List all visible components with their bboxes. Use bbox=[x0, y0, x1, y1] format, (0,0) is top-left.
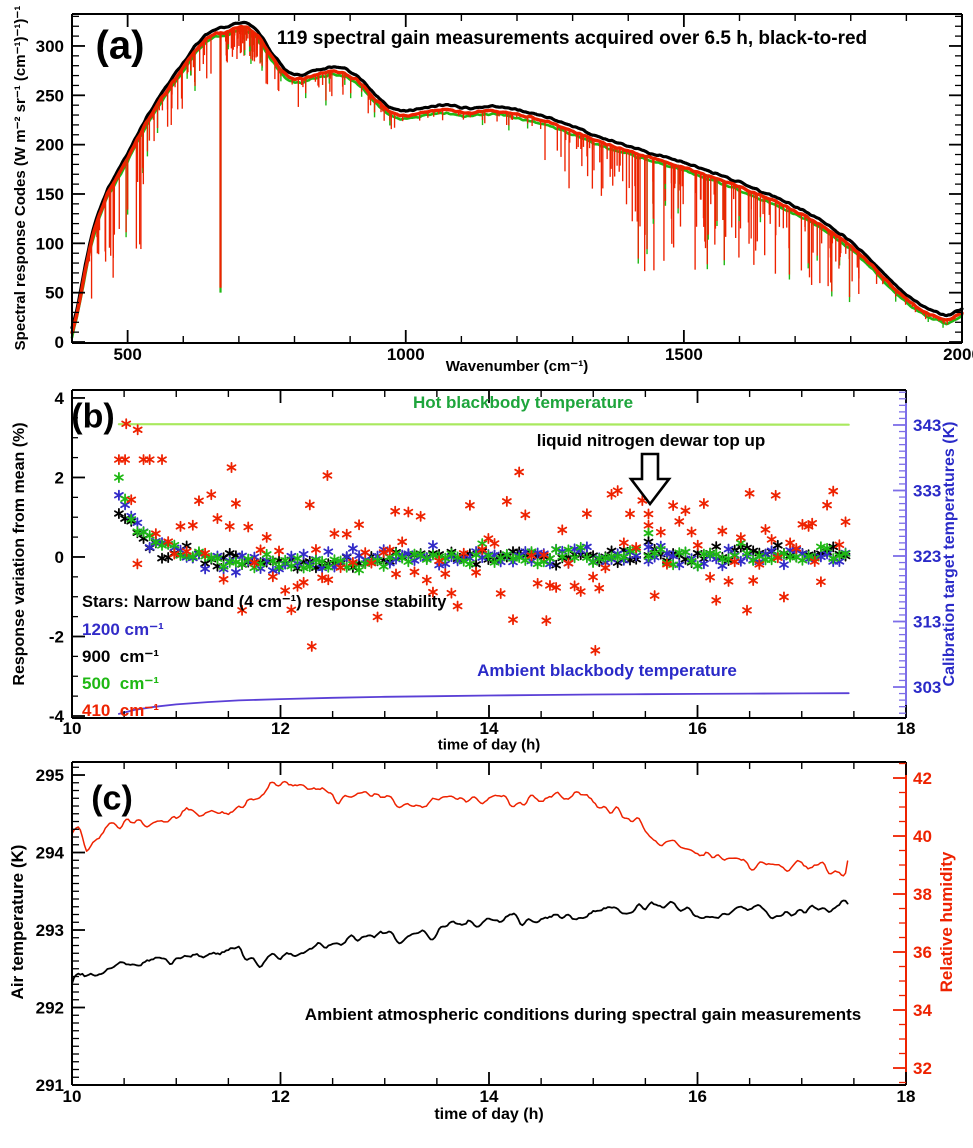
svg-text:294: 294 bbox=[36, 844, 65, 863]
ambient-blackbody-title: Ambient blackbody temperature bbox=[477, 661, 737, 680]
svg-text:4: 4 bbox=[55, 389, 65, 408]
dewar-annotation: liquid nitrogen dewar top up bbox=[536, 431, 766, 450]
panel-c-left-y-axis-label: Air temperature (K) bbox=[8, 844, 27, 1000]
svg-text:150: 150 bbox=[969, 185, 973, 204]
hot-blackbody-title: Hot blackbody temperature bbox=[412, 393, 634, 412]
svg-text:0: 0 bbox=[55, 333, 64, 352]
panel-c-label: (c) bbox=[91, 779, 133, 818]
svg-text:250: 250 bbox=[969, 86, 973, 105]
svg-text:313: 313 bbox=[913, 613, 941, 632]
svg-text:40: 40 bbox=[913, 827, 932, 846]
legend-entry-900: 900 cm⁻¹ bbox=[82, 647, 160, 666]
svg-text:1500: 1500 bbox=[665, 345, 703, 364]
legend-entry-410: 410 cm⁻¹ bbox=[82, 701, 160, 720]
svg-text:2: 2 bbox=[55, 468, 64, 487]
svg-text:292: 292 bbox=[36, 999, 64, 1018]
svg-text:295: 295 bbox=[36, 766, 64, 785]
svg-text:12: 12 bbox=[271, 1087, 290, 1106]
svg-text:38: 38 bbox=[913, 885, 932, 904]
svg-text:291: 291 bbox=[36, 1076, 64, 1095]
svg-text:50: 50 bbox=[969, 284, 973, 303]
svg-text:500: 500 bbox=[113, 345, 141, 364]
svg-text:36: 36 bbox=[913, 943, 932, 962]
svg-text:100: 100 bbox=[969, 234, 973, 253]
svg-text:16: 16 bbox=[688, 719, 707, 738]
svg-text:10: 10 bbox=[63, 1087, 82, 1106]
svg-text:200: 200 bbox=[969, 136, 973, 155]
svg-text:18: 18 bbox=[897, 1087, 916, 1106]
panel-b-label: (b) bbox=[71, 397, 115, 436]
svg-text:32: 32 bbox=[913, 1059, 932, 1078]
svg-text:0: 0 bbox=[55, 548, 64, 567]
panel-c-x-axis-label: time of day (h) bbox=[434, 1106, 544, 1123]
svg-text:323: 323 bbox=[913, 547, 941, 566]
svg-text:16: 16 bbox=[688, 1087, 707, 1106]
svg-text:300: 300 bbox=[969, 37, 973, 56]
panel-a-title: 119 spectral gain measurements acquired … bbox=[276, 28, 868, 49]
panel-b-right-y-axis-label: Calibration target temperatures (K) bbox=[941, 421, 958, 687]
svg-text:50: 50 bbox=[45, 284, 64, 303]
svg-text:14: 14 bbox=[480, 719, 499, 738]
legend-title: Stars: Narrow band (4 cm⁻¹) response sta… bbox=[82, 593, 447, 611]
svg-text:1000: 1000 bbox=[387, 345, 425, 364]
narrow-band-legend: Stars: Narrow band (4 cm⁻¹) response sta… bbox=[82, 589, 446, 724]
panel-a-label: (a) bbox=[95, 23, 145, 68]
svg-text:300: 300 bbox=[36, 37, 64, 56]
svg-text:-2: -2 bbox=[49, 627, 64, 646]
panel-a-y-axis-label: Spectral response Codes (W m⁻² sr⁻¹ (cm⁻… bbox=[12, 5, 29, 351]
legend-entry-500: 500 cm⁻¹ bbox=[82, 674, 160, 693]
svg-text:-4: -4 bbox=[49, 707, 65, 726]
svg-text:200: 200 bbox=[36, 136, 64, 155]
panel-a-x-axis-label: Wavenumber (cm⁻¹) bbox=[445, 358, 589, 375]
dewar-arrow-icon bbox=[628, 452, 672, 507]
svg-text:333: 333 bbox=[913, 481, 941, 500]
svg-text:250: 250 bbox=[36, 86, 64, 105]
svg-text:0: 0 bbox=[969, 333, 973, 352]
svg-text:293: 293 bbox=[36, 921, 64, 940]
panel-c-right-y-axis-label: Relative humidity bbox=[937, 851, 956, 993]
panel-c-annotation: Ambient atmospheric conditions during sp… bbox=[304, 1005, 862, 1024]
panel-b-x-axis-label: time of day (h) bbox=[437, 736, 541, 754]
svg-text:34: 34 bbox=[913, 1001, 932, 1020]
svg-text:150: 150 bbox=[36, 185, 64, 204]
legend-entry-1200: 1200 cm⁻¹ bbox=[82, 620, 164, 639]
svg-text:18: 18 bbox=[897, 719, 916, 738]
svg-text:343: 343 bbox=[913, 416, 941, 435]
svg-text:303: 303 bbox=[913, 678, 941, 697]
svg-text:100: 100 bbox=[36, 234, 64, 253]
svg-text:14: 14 bbox=[480, 1087, 499, 1106]
svg-text:12: 12 bbox=[271, 719, 290, 738]
svg-text:10: 10 bbox=[63, 719, 82, 738]
svg-text:42: 42 bbox=[913, 769, 932, 788]
panel-b-left-y-axis-label: Response variation from mean (%) bbox=[11, 422, 28, 686]
